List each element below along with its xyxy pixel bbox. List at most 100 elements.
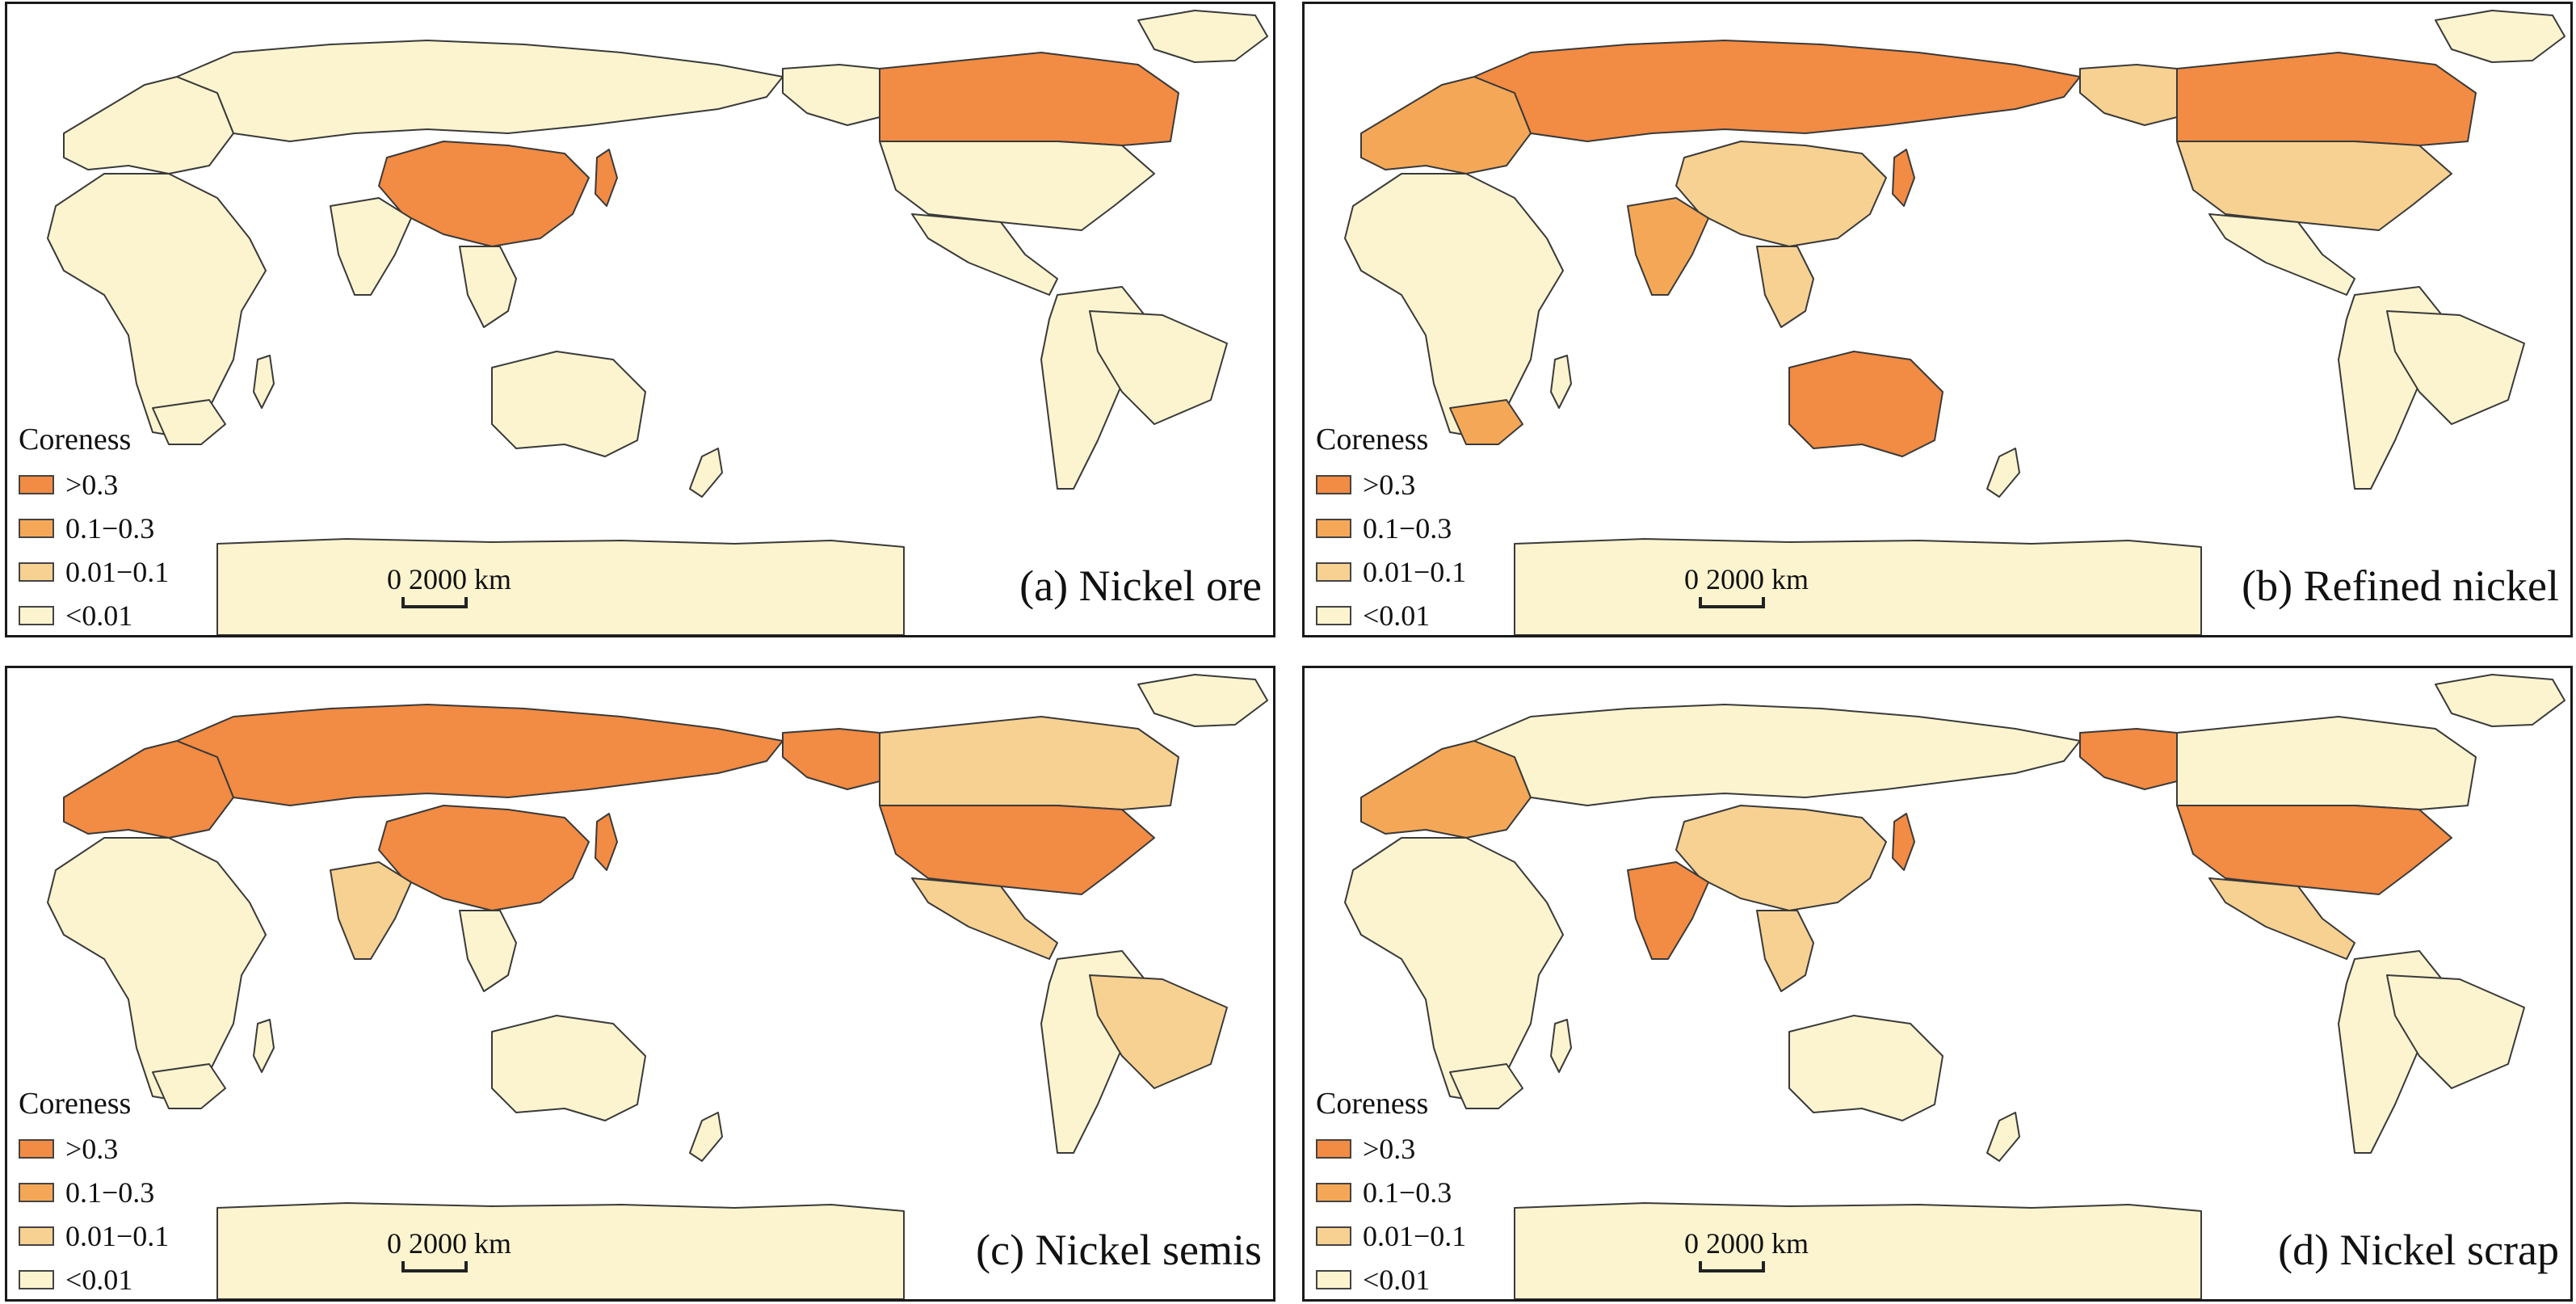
legend-swatch [1316, 519, 1351, 538]
legend-label: <0.01 [65, 599, 133, 632]
region-newzealand [689, 448, 723, 498]
scale-bar: 0 2000 km [1684, 1227, 1809, 1272]
legend-label: 0.1−0.3 [1363, 512, 1452, 545]
region-madagascar [1550, 1019, 1572, 1073]
region-australia [491, 351, 646, 457]
scale-line [401, 597, 468, 608]
legend-item: 0.1−0.3 [19, 507, 169, 550]
region-russia [176, 704, 784, 806]
legend-item: >0.3 [19, 463, 169, 507]
region-brazil [1089, 974, 1228, 1089]
region-japan [1892, 813, 1915, 871]
legend-label: >0.3 [65, 469, 119, 501]
legend-swatch [19, 1139, 54, 1159]
region-australia [1788, 1015, 1944, 1121]
legend: Coreness >0.3 0.1−0.3 0.01−0.1 <0.01 [1316, 423, 1467, 635]
legend: Coreness >0.3 0.1−0.3 0.01−0.1 <0.01 [1316, 1087, 1466, 1299]
region-japan [595, 813, 618, 871]
region-alaska [782, 64, 880, 126]
region-china [378, 805, 590, 911]
region-china [1675, 805, 1887, 911]
scale-label: 0 2000 km [387, 1227, 512, 1260]
region-japan [1892, 149, 1915, 207]
legend-swatch [19, 519, 54, 538]
region-antarctica [216, 1202, 905, 1299]
legend-label: <0.01 [65, 1264, 133, 1296]
region-usa [879, 805, 1155, 895]
legend-swatch [1316, 475, 1351, 494]
region-china [1675, 141, 1887, 247]
legend-label: >0.3 [65, 1133, 119, 1165]
region-brazil [2386, 310, 2525, 425]
region-australia [1788, 351, 1944, 457]
region-canada [879, 52, 1179, 146]
legend-swatch [19, 1270, 54, 1289]
region-antarctica [1514, 538, 2202, 635]
panel-caption: (c) Nickel semis [976, 1226, 1262, 1274]
region-india [1627, 197, 1709, 296]
region-alaska [782, 728, 880, 790]
map-panel-nickel-semis: Coreness >0.3 0.1−0.3 0.01−0.1 <0.01 0 2… [5, 666, 1275, 1302]
region-russia [176, 40, 784, 142]
region-russia [1473, 40, 2081, 142]
legend-swatch [1316, 606, 1351, 625]
region-india [330, 197, 412, 296]
legend-title: Coreness [1316, 1087, 1429, 1121]
legend-item: 0.01−0.1 [19, 550, 169, 594]
legend-item: 0.01−0.1 [19, 1214, 169, 1258]
region-southafrica [1449, 399, 1523, 445]
scale-line [401, 1261, 468, 1272]
region-newzealand [1986, 1112, 2020, 1162]
scale-label: 0 2000 km [1684, 1227, 1809, 1260]
region-europe [1360, 740, 1532, 839]
legend-item: <0.01 [1316, 1258, 1466, 1299]
region-canada [2176, 716, 2477, 810]
region-greenland [2435, 674, 2565, 727]
region-canada [879, 716, 1179, 810]
region-seasia [459, 910, 517, 992]
region-india [330, 861, 412, 960]
legend-swatch [19, 606, 54, 625]
region-alaska [2079, 64, 2178, 126]
world-map [7, 4, 1273, 635]
region-europe [63, 740, 234, 839]
region-india [1627, 861, 1709, 960]
legend-item: 0.1−0.3 [1316, 507, 1466, 550]
legend-label: <0.01 [1363, 599, 1431, 632]
legend-item: <0.01 [19, 1258, 169, 1299]
legend-item: >0.3 [1316, 463, 1466, 507]
region-greenland [2435, 10, 2565, 63]
region-madagascar [1550, 355, 1572, 409]
region-brazil [2386, 974, 2525, 1089]
legend: Coreness >0.3 0.1−0.3 0.01−0.1 <0.01 [19, 1087, 169, 1299]
legend-swatch [19, 1183, 54, 1202]
region-mexico [2208, 877, 2355, 960]
legend-title: Coreness [1316, 423, 1429, 456]
region-japan [595, 149, 618, 207]
scale-label: 0 2000 km [1684, 563, 1809, 595]
region-usa [2176, 805, 2452, 895]
legend-label: 0.01−0.1 [65, 556, 170, 588]
legend-label: 0.1−0.3 [1363, 1176, 1452, 1209]
legend-swatch [1316, 1270, 1351, 1289]
legend-item: <0.01 [19, 594, 169, 635]
region-mexico [2208, 213, 2355, 296]
legend-swatch [1316, 1139, 1351, 1159]
panel-caption: (d) Nickel scrap [2278, 1226, 2559, 1274]
scale-line [1699, 597, 1765, 608]
region-alaska [2079, 728, 2178, 790]
legend-label: 0.01−0.1 [1363, 556, 1467, 588]
region-mexico [911, 877, 1058, 960]
scale-label: 0 2000 km [387, 563, 512, 595]
region-antarctica [1514, 1202, 2202, 1299]
region-newzealand [1986, 448, 2020, 498]
legend-swatch [1316, 562, 1351, 582]
region-seasia [1756, 246, 1814, 328]
region-madagascar [253, 1019, 275, 1073]
region-madagascar [253, 355, 275, 409]
region-europe [1360, 76, 1532, 175]
legend-item: 0.1−0.3 [19, 1171, 169, 1214]
region-usa [879, 141, 1155, 231]
region-australia [491, 1015, 646, 1121]
legend-title: Coreness [19, 1087, 132, 1121]
